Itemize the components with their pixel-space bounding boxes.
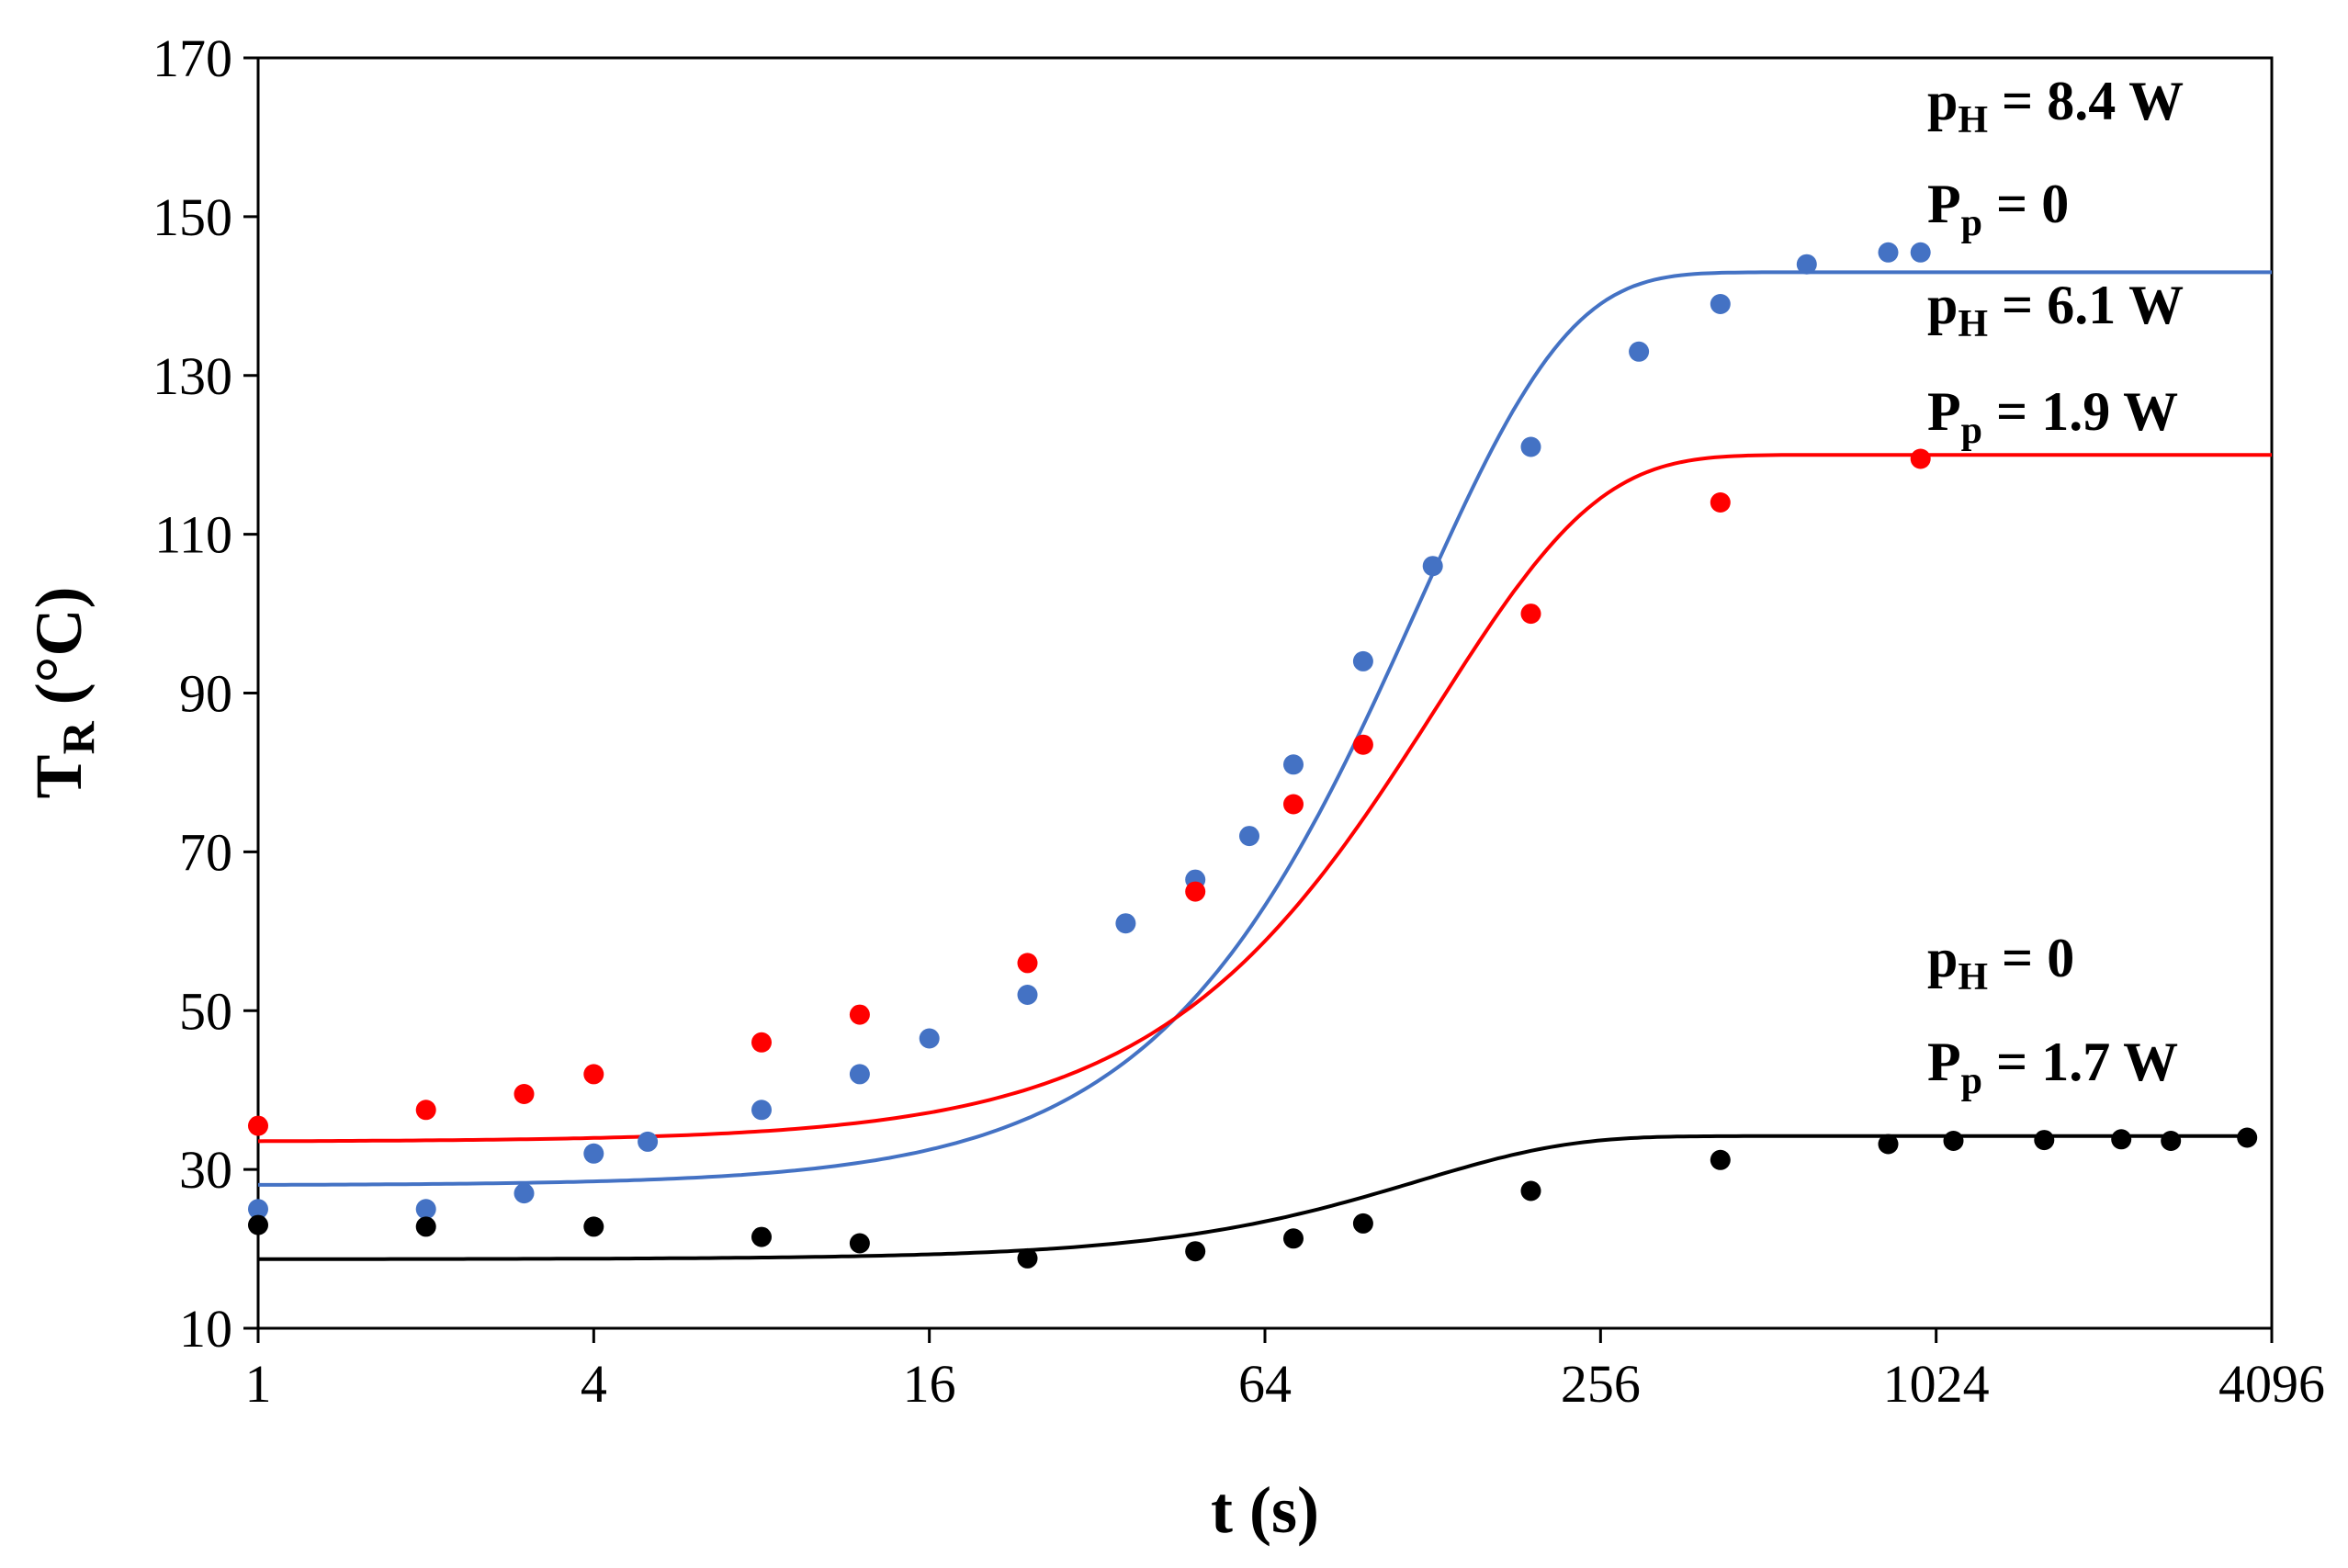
data-point-series-3	[2161, 1131, 2182, 1151]
y-tick-label: 150	[152, 187, 232, 247]
data-point-series-2	[1910, 448, 1931, 469]
data-point-series-1	[1017, 985, 1038, 1005]
data-point-series-1	[248, 1199, 268, 1220]
annotation-series3-ph: pH = 0	[1927, 928, 2074, 998]
data-point-series-3	[1943, 1131, 1964, 1151]
data-point-series-2	[583, 1064, 604, 1085]
data-point-series-3	[1283, 1228, 1304, 1249]
y-axis-title-sub: R	[52, 720, 104, 754]
annotation-series3-pp: Pp = 1.7 W	[1927, 1032, 2178, 1102]
y-tick-label: 30	[179, 1140, 232, 1200]
data-point-series-1	[638, 1131, 659, 1152]
data-point-series-2	[1283, 794, 1304, 815]
data-point-series-3	[1710, 1149, 1731, 1170]
data-point-series-3	[849, 1233, 870, 1254]
data-point-series-3	[583, 1216, 604, 1237]
data-point-series-1	[1796, 254, 1817, 275]
data-point-series-2	[1185, 881, 1206, 902]
data-point-series-3	[1352, 1213, 1373, 1234]
fit-curve-series-1	[258, 270, 2272, 1187]
data-point-series-1	[415, 1199, 436, 1220]
data-point-series-2	[248, 1115, 268, 1136]
x-axis-ticks: 1 4 16 64 256 1024 4096	[245, 1328, 2325, 1414]
y-tick-label: 110	[154, 505, 232, 565]
y-axis-ticks: 10 30 50 70 90 110 130 150 170	[152, 28, 258, 1359]
data-point-series-3	[1185, 1241, 1206, 1262]
data-point-series-3	[2237, 1127, 2258, 1148]
x-axis-title: t (s)	[1211, 1473, 1319, 1547]
data-point-series-3	[751, 1226, 772, 1247]
y-tick-label: 70	[179, 822, 232, 882]
data-point-series-1	[1629, 341, 1650, 362]
data-point-series-2	[1710, 492, 1731, 513]
fit-curves	[257, 270, 2272, 1261]
data-point-series-2	[751, 1032, 772, 1053]
data-point-series-3	[2034, 1130, 2055, 1151]
data-point-series-2	[415, 1100, 436, 1121]
data-point-series-1	[919, 1028, 940, 1049]
data-point-series-1	[583, 1143, 604, 1164]
annotation-series2-pp: Pp = 1.9 W	[1927, 381, 2178, 452]
fit-curve-series-3	[258, 1134, 2248, 1261]
data-point-series-3	[248, 1214, 268, 1235]
data-point-series-1	[1283, 754, 1304, 775]
y-tick-label: 130	[152, 346, 232, 406]
annotation-series1-ph: pH = 8.4 W	[1927, 71, 2184, 141]
data-point-series-1	[1878, 242, 1899, 263]
data-point-series-3	[2111, 1129, 2132, 1150]
data-point-series-1	[751, 1100, 772, 1121]
fit-curve-series-2	[257, 453, 2272, 1144]
y-axis-title-unit: (°C)	[22, 587, 96, 722]
x-tick-label: 256	[1561, 1354, 1641, 1414]
data-point-series-2	[1017, 953, 1038, 974]
y-tick-label: 10	[179, 1299, 232, 1359]
x-tick-label: 16	[903, 1354, 956, 1414]
x-tick-label: 1024	[1883, 1354, 1990, 1414]
data-point-series-1	[514, 1183, 535, 1204]
x-tick-label: 1	[245, 1354, 272, 1414]
data-point-series-1	[1710, 294, 1731, 314]
y-tick-label: 170	[152, 28, 232, 88]
y-axis-title-main: T	[22, 754, 96, 798]
annotation-series1-pp: Pp = 0	[1927, 174, 2069, 244]
annotation-series2-ph: pH = 6.1 W	[1927, 275, 2184, 345]
data-point-series-1	[1910, 242, 1931, 263]
data-point-series-3	[415, 1216, 436, 1237]
x-tick-label: 64	[1238, 1354, 1292, 1414]
y-tick-label: 90	[179, 664, 232, 724]
data-point-series-1	[1352, 650, 1373, 671]
data-point-series-1	[1520, 436, 1541, 457]
data-point-series-2	[1520, 604, 1541, 625]
data-point-series-1	[1115, 913, 1136, 934]
data-point-series-3	[1017, 1247, 1038, 1269]
x-tick-label: 4096	[2218, 1354, 2325, 1414]
y-tick-label: 50	[179, 981, 232, 1041]
data-point-series-1	[849, 1064, 870, 1085]
data-point-series-3	[1878, 1134, 1899, 1155]
data-point-series-1	[1422, 556, 1443, 577]
data-point-series-2	[1352, 734, 1373, 755]
y-axis-title: TR (°C)	[22, 587, 104, 799]
data-point-series-1	[1239, 826, 1259, 847]
x-tick-label: 4	[581, 1354, 607, 1414]
data-point-series-3	[1520, 1180, 1541, 1201]
data-points	[248, 242, 2258, 1269]
data-point-series-2	[514, 1084, 535, 1104]
data-point-series-2	[849, 1004, 870, 1025]
